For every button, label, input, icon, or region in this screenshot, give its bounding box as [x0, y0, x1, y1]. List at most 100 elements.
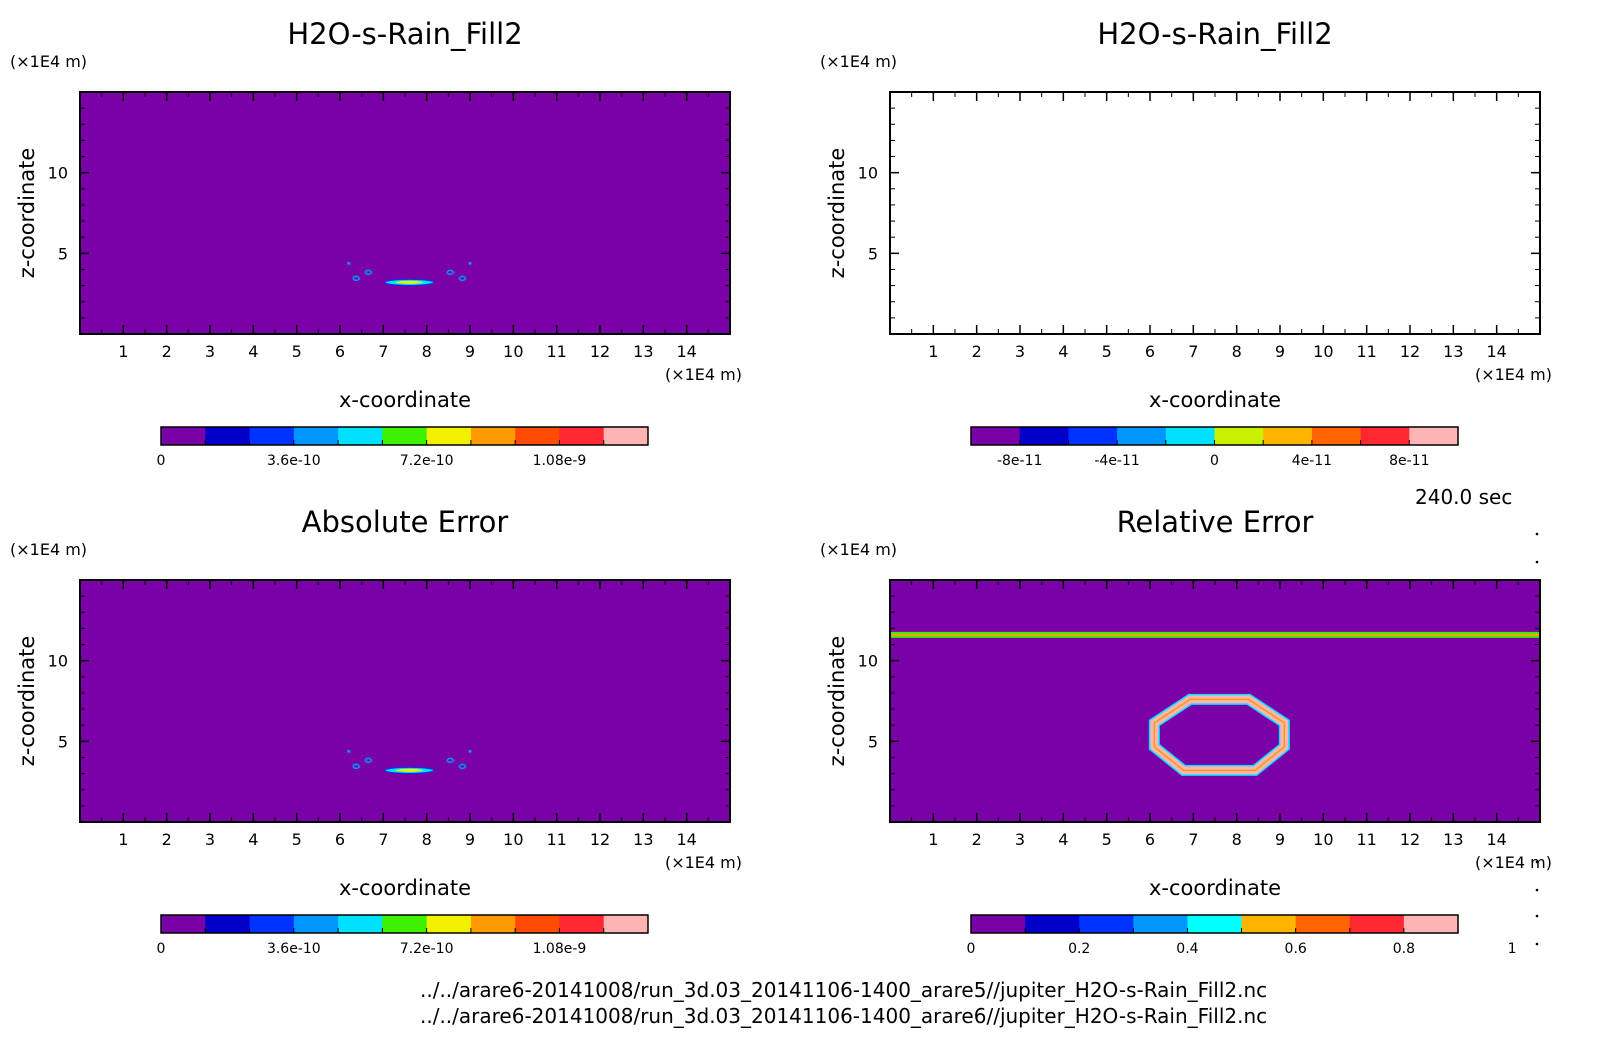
x-tick-label: 6: [335, 342, 345, 361]
x-axis-label: x-coordinate: [1149, 388, 1281, 412]
colorbar-label: 0: [157, 453, 166, 469]
x-tick-label: 14: [676, 830, 696, 849]
x-axis-label: x-coordinate: [1149, 876, 1281, 900]
plot-area: [890, 92, 1540, 334]
x-tick-label: 1: [928, 342, 938, 361]
x-tick-label: 6: [1145, 342, 1155, 361]
margin-dot: [1535, 860, 1539, 864]
rain-band-core: [395, 280, 423, 284]
x-tick-label: 5: [292, 342, 302, 361]
colorbar-segment: [1214, 427, 1264, 445]
x-tick-label: 2: [972, 342, 982, 361]
colorbar-label: 0.8: [1393, 941, 1415, 957]
margin-dot: [1535, 532, 1539, 536]
x-tick-label: 4: [1058, 342, 1068, 361]
x-unit-label: (×1E4 m): [1475, 365, 1552, 384]
colorbar-label: 8e-11: [1389, 453, 1429, 469]
colorbar-segment: [470, 427, 516, 445]
time-label: 240.0 sec: [1415, 485, 1513, 509]
x-tick-label: 11: [1356, 830, 1376, 849]
x-tick-label: 5: [1102, 830, 1112, 849]
x-unit-label: (×1E4 m): [665, 365, 742, 384]
x-tick-label: 12: [590, 342, 610, 361]
x-tick-label: 3: [205, 830, 215, 849]
y-axis-label: z-coordinate: [825, 148, 849, 279]
colorbar-segment: [1068, 427, 1118, 445]
y-axis-label: z-coordinate: [15, 148, 39, 279]
colorbar-label: 0.4: [1176, 941, 1198, 957]
plot-area: [80, 580, 730, 822]
colorbar-label: 4e-11: [1292, 453, 1332, 469]
x-tick-label: 4: [248, 830, 258, 849]
y-unit-label: (×1E4 m): [10, 52, 87, 71]
x-tick-label: 11: [546, 342, 566, 361]
colorbar-segment: [470, 915, 516, 933]
x-tick-label: 13: [1443, 830, 1463, 849]
colorbar-segment: [1025, 915, 1080, 933]
x-tick-label: 8: [422, 342, 432, 361]
colorbar-segment: [971, 427, 1021, 445]
x-tick-label: 3: [1015, 830, 1025, 849]
x-tick-label: 7: [1188, 342, 1198, 361]
colorbar-segment: [1165, 427, 1215, 445]
colorbar-label: -8e-11: [997, 453, 1042, 469]
y-axis-label: z-coordinate: [15, 636, 39, 767]
x-tick-label: 12: [1400, 342, 1420, 361]
colorbar-segment: [1187, 915, 1243, 933]
colorbar-segment: [1311, 427, 1362, 445]
rain-blob: [446, 269, 455, 276]
colorbar-segment: [1403, 915, 1459, 933]
x-tick-label: 9: [1275, 830, 1285, 849]
y-tick-label: 5: [58, 244, 68, 263]
colorbar-segment: [382, 915, 428, 933]
y-tick-label: 10: [858, 164, 878, 183]
colorbar-segment: [1241, 915, 1297, 933]
colorbar-segment: [559, 427, 605, 445]
x-tick-label: 3: [1015, 342, 1025, 361]
source-file-2: ../../arare6-20141008/run_3d.03_20141106…: [420, 1004, 1268, 1028]
source-file-1: ../../arare6-20141008/run_3d.03_20141106…: [420, 978, 1268, 1002]
rain-blob: [364, 269, 373, 276]
x-tick-label: 9: [465, 830, 475, 849]
colorbar-segment: [293, 915, 339, 933]
x-axis-label: x-coordinate: [339, 876, 471, 900]
colorbar-segment: [1079, 915, 1134, 933]
colorbar-segment: [603, 427, 649, 445]
x-tick-label: 3: [205, 342, 215, 361]
margin-dot: [1535, 888, 1539, 892]
x-tick-label: 2: [972, 830, 982, 849]
colorbar-segment: [1263, 427, 1313, 445]
rain-dot: [468, 749, 472, 753]
colorbar-label: -4e-11: [1094, 453, 1139, 469]
x-tick-label: 12: [1400, 830, 1420, 849]
x-tick-label: 13: [1443, 342, 1463, 361]
rain-blob: [364, 757, 373, 764]
x-tick-label: 2: [162, 342, 172, 361]
x-tick-label: 12: [590, 830, 610, 849]
plot-area: [80, 92, 730, 334]
colorbar-label: 1.08e-9: [533, 453, 587, 469]
colorbar-segment: [559, 915, 605, 933]
colorbar-label: 1: [1508, 941, 1517, 957]
colorbar-segment: [426, 915, 472, 933]
x-tick-label: 1: [118, 342, 128, 361]
colorbar-segment: [1360, 427, 1410, 445]
colorbar-segment: [1019, 427, 1069, 445]
x-tick-label: 10: [1313, 830, 1333, 849]
colorbar-segment: [338, 427, 383, 445]
x-tick-label: 10: [1313, 342, 1333, 361]
colorbar-label: 0.2: [1068, 941, 1090, 957]
colorbar-segment: [1295, 915, 1351, 933]
x-unit-label: (×1E4 m): [665, 853, 742, 872]
rain-dot: [347, 749, 351, 753]
x-tick-label: 5: [1102, 342, 1112, 361]
panel-title: H2O-s-Rain_Fill2: [287, 17, 522, 51]
x-tick-label: 13: [633, 342, 653, 361]
x-tick-label: 8: [422, 830, 432, 849]
colorbar-segment: [1349, 915, 1405, 933]
colorbar-segment: [1409, 427, 1459, 445]
y-tick-label: 5: [868, 732, 878, 751]
colorbar-segment: [426, 427, 472, 445]
x-tick-label: 1: [118, 830, 128, 849]
